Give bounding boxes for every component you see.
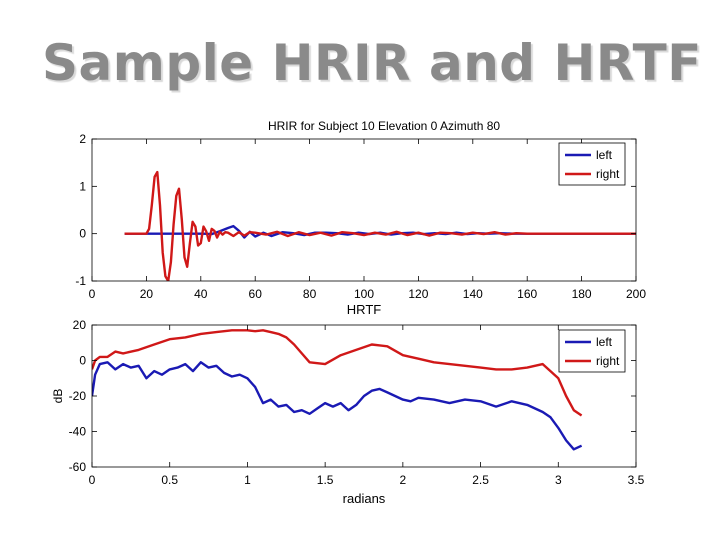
y-tick-label: 1	[79, 179, 86, 193]
legend-label-right: right	[596, 167, 620, 181]
x-tick-label: 3	[555, 473, 562, 487]
x-tick-label: 120	[408, 287, 428, 301]
y-tick-label: -60	[69, 460, 87, 474]
x-tick-label: 80	[303, 287, 317, 301]
x-tick-label: 2.5	[472, 473, 489, 487]
x-tick-label: 0.5	[161, 473, 178, 487]
y-tick-label: 2	[79, 132, 86, 146]
x-tick-label: 20	[140, 287, 154, 301]
hrtf-chart: 0 0.5 1 1.5 2 2.5 3 3.5 -60 -40 -20 0 20 radians dB lef…	[51, 318, 645, 506]
x-axis-label: radians	[343, 491, 386, 506]
y-tick-label: 20	[73, 318, 87, 332]
axes-frame	[91, 138, 637, 282]
legend: left right	[558, 329, 626, 373]
y-tick-label: 0	[79, 227, 86, 241]
x-tick-label: 0	[89, 287, 96, 301]
x-tick-label: 200	[626, 287, 646, 301]
y-tick-label: 0	[79, 354, 86, 368]
x-tick-label: 3.5	[628, 473, 645, 487]
legend-label-right: right	[596, 354, 620, 368]
legend-label-left: left	[596, 335, 613, 349]
y-axis-label: dB	[51, 389, 65, 404]
x-tick-label: 40	[194, 287, 208, 301]
y-tick-label: -40	[69, 425, 87, 439]
x-tick-label: 60	[249, 287, 263, 301]
chart-title: HRIR for Subject 10 Elevation 0 Azimuth …	[268, 119, 500, 133]
x-tick-label: 100	[354, 287, 374, 301]
x-axis-label: HRTF	[347, 302, 381, 317]
x-tick-label: 140	[463, 287, 483, 301]
x-tick-label: 1	[244, 473, 251, 487]
x-tick-label: 2	[400, 473, 407, 487]
x-tick-label: 1.5	[317, 473, 334, 487]
legend: left right	[558, 142, 626, 186]
legend-box	[558, 142, 626, 186]
legend-label-left: left	[596, 148, 613, 162]
x-tick-label: 0	[89, 473, 96, 487]
legend-box	[558, 329, 626, 373]
series-line-right	[124, 170, 636, 281]
x-tick-label: 160	[517, 287, 537, 301]
y-tick-label: -1	[75, 274, 86, 288]
series-line-right	[92, 329, 583, 417]
slide-title: Sample HRIR and HRTF	[42, 34, 702, 92]
x-tick-label: 180	[572, 287, 592, 301]
y-tick-label: -20	[69, 389, 87, 403]
series-line-left	[92, 361, 583, 451]
